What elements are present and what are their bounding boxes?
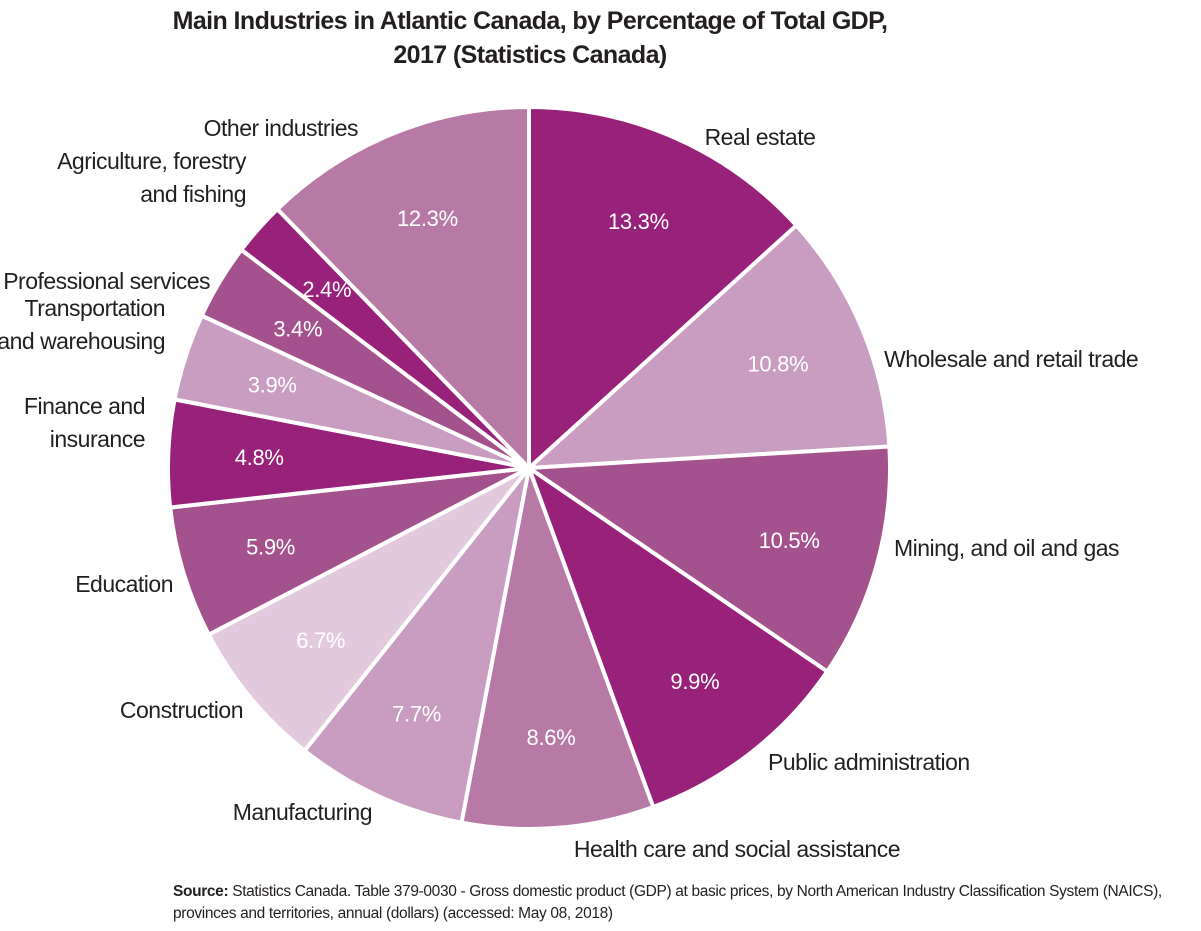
- value-label-real-estate: 13.3%: [608, 209, 669, 234]
- pie-slice-mining-and-oil-and-gas: [523, 444, 892, 675]
- pie-slice-real-estate: [527, 104, 800, 473]
- pie-slice-manufacturing: [301, 466, 531, 825]
- category-label-real-estate: Real estate: [705, 124, 816, 150]
- pie-chart: 13.3% 10.8% 10.5% 9.9% 8.6% 7.7% 6.7% 5.9% 4.8% 3…: [0, 104, 1139, 862]
- value-label-agriculture-forestry-and-fishing: 2.4%: [302, 277, 351, 302]
- pie-slice-public-administration: [524, 462, 830, 810]
- category-label-wholesale-and-retail-trade: Wholesale and retail trade: [884, 346, 1138, 372]
- category-label-construction: Construction: [120, 697, 243, 723]
- chart-title-line-2: 2017 (Statistics Canada): [393, 41, 667, 69]
- category-label-transportation-and-warehousing: Transportation and warehousing: [0, 295, 165, 354]
- value-label-health-care-and-social-assistance: 8.6%: [527, 725, 576, 750]
- pie-slice-other-industries: [274, 104, 531, 473]
- value-label-construction: 6.7%: [296, 628, 345, 653]
- value-label-professional-services: 3.4%: [273, 317, 322, 342]
- value-label-other-industries: 12.3%: [397, 206, 458, 231]
- value-label-public-administration: 9.9%: [670, 669, 719, 694]
- value-label-mining-and-oil-and-gas: 10.5%: [759, 528, 820, 553]
- category-label-manufacturing: Manufacturing: [233, 799, 372, 825]
- pie-slice-health-care-and-social-assistance: [459, 460, 656, 831]
- source-note: Source: Statistics Canada. Table 379-003…: [173, 881, 1193, 925]
- pie-slice-education: [167, 466, 530, 638]
- chart-title: Main Industries in Atlantic Canada, by P…: [0, 4, 1060, 72]
- source-text: Statistics Canada. Table 379-0030 - Gros…: [173, 883, 1162, 922]
- pie-slice-construction: [206, 466, 531, 754]
- chart-title-line-1: Main Industries in Atlantic Canada, by P…: [172, 7, 888, 35]
- value-label-wholesale-and-retail-trade: 10.8%: [747, 351, 808, 376]
- category-label-agriculture-forestry-and-fishing: Agriculture, forestry and fishing: [57, 148, 247, 207]
- value-label-transportation-and-warehousing: 3.9%: [248, 373, 297, 398]
- value-label-manufacturing: 7.7%: [392, 702, 441, 727]
- category-label-public-administration: Public administration: [768, 749, 970, 775]
- category-label-health-care-and-social-assistance: Health care and social assistance: [574, 836, 900, 862]
- category-label-other-industries: Other industries: [204, 115, 358, 141]
- category-label-professional-services: Professional services: [3, 268, 210, 294]
- category-label-mining-and-oil-and-gas: Mining, and oil and gas: [894, 535, 1119, 561]
- category-label-education: Education: [75, 571, 173, 597]
- pie-slice-wholesale-and-retail-trade: [523, 222, 892, 471]
- value-label-finance-and-insurance: 4.8%: [235, 445, 284, 470]
- category-label-finance-and-insurance: Finance and insurance: [24, 393, 145, 452]
- value-label-education: 5.9%: [246, 534, 295, 559]
- source-prefix: Source:: [173, 883, 229, 900]
